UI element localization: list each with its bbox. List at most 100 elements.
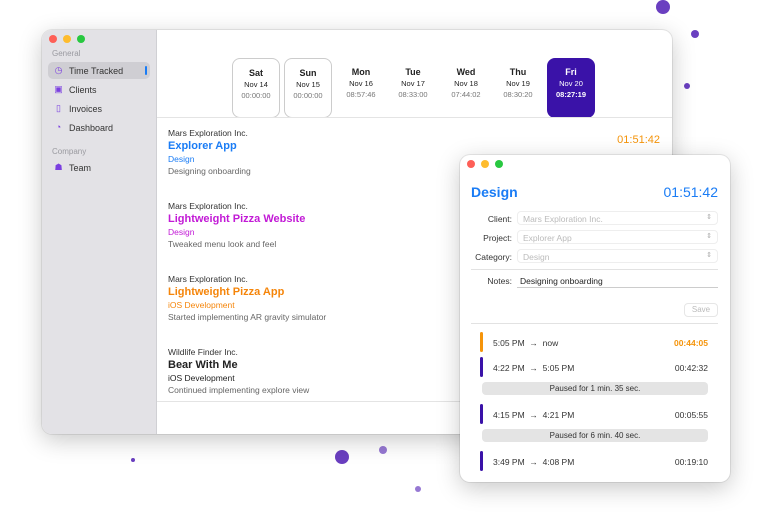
team-icon: ☗ [54,162,63,172]
entry-project: Lightweight Pizza Website [168,213,306,225]
sidebar-item-label: Dashboard [69,122,114,133]
day-wed[interactable]: Wed Nov 18 07:44:02 [442,58,490,118]
time-entry[interactable]: Mars Exploration Inc. Lightweight Pizza W… [168,201,305,249]
entry-project: Bear With Me [168,359,238,371]
zoom-button[interactable] [77,35,85,43]
sidebar-item-label: Clients [69,84,97,95]
day-date: Nov 15 [296,80,320,89]
sidebar: General ◷ Time Tracked ▣ Clients ▯ Invoices… [42,30,157,434]
day-fri[interactable]: Fri Nov 20 08:27:19 [547,58,595,118]
divider [471,323,718,324]
chevron-updown-icon: ⇕ [706,214,712,221]
day-thu[interactable]: Thu Nov 19 08:30:20 [494,58,542,118]
entry-category: iOS Development [168,300,235,310]
notes-input[interactable]: Designing onboarding [517,273,718,288]
sidebar-item-invoices[interactable]: ▯ Invoices [48,100,150,117]
day-tue[interactable]: Tue Nov 17 08:33:00 [389,58,437,118]
entry-duration: 01:51:42 [617,134,660,146]
segment-end: 4:21 PM [542,410,575,420]
entry-category: iOS Development [168,373,235,383]
segment-duration: 00:44:05 [673,338,708,348]
segment-end: 5:05 PM [542,363,575,373]
detail-title: Design [471,184,518,200]
segment-range: 5:05 PM → now [493,338,558,348]
notes-label: Notes: [487,276,512,286]
segment-range: 4:22 PM → 5:05 PM [493,363,574,373]
close-button[interactable] [467,160,475,168]
decor-dot [131,458,135,462]
segment-duration: 00:05:55 [674,410,708,420]
day-name: Thu [509,67,527,77]
time-entry[interactable]: Wildlife Finder Inc. Bear With Me iOS Deve… [168,347,309,395]
day-name: Fri [565,67,577,77]
project-label: Project: [483,233,512,243]
sidebar-item-dashboard[interactable]: ◔ Dashboard [48,119,150,136]
segment-bar [480,357,483,377]
segment-range: 4:15 PM → 4:21 PM [493,410,574,420]
entry-notes: Designing onboarding [168,166,251,176]
active-indicator [145,66,147,75]
segment-end: 4:08 PM [542,457,575,467]
entry-client: Mars Exploration Inc. [168,274,248,284]
time-entry[interactable]: Mars Exploration Inc. Lightweight Pizza A… [168,274,326,322]
timer-icon: ◷ [54,65,63,75]
day-total: 07:44:02 [451,90,481,99]
window-controls [49,35,85,43]
time-segment[interactable]: 3:49 PM → 4:08 PM 00:19:10 [480,451,708,471]
time-entry[interactable]: Mars Exploration Inc. Explorer App Design D… [168,128,251,176]
project-select[interactable]: Explorer App ⇕ [517,230,718,244]
arrow-right-icon: → [529,457,538,467]
chevron-updown-icon: ⇕ [706,233,712,240]
sidebar-item-clients[interactable]: ▣ Clients [48,81,150,98]
time-segment[interactable]: 5:05 PM → now 00:44:05 [480,332,708,352]
entry-detail-window: Design 01:51:42 Client: Mars Exploration… [460,155,730,482]
briefcase-icon: ▣ [54,84,63,94]
time-segment[interactable]: 4:22 PM → 5:05 PM 00:42:32 [480,357,708,377]
project-value: Explorer App [523,233,572,243]
client-select[interactable]: Mars Exploration Inc. ⇕ [517,211,718,225]
segment-bar [480,404,483,424]
time-segment[interactable]: 4:15 PM → 4:21 PM 00:05:55 [480,404,708,424]
document-icon: ▯ [56,103,61,113]
divider [157,401,672,402]
section-company: Company [52,147,87,156]
segment-bar [480,451,483,471]
arrow-right-icon: → [529,410,538,420]
entry-project: Lightweight Pizza App [168,286,285,298]
segment-end: now [542,338,559,348]
pause-row: Paused for 1 min. 35 sec. [482,382,708,395]
sidebar-item-time-tracked[interactable]: ◷ Time Tracked [48,62,150,79]
client-value: Mars Exploration Inc. [523,214,603,224]
save-button[interactable]: Save [684,303,718,317]
decor-dot [335,450,349,464]
category-select[interactable]: Design ⇕ [517,249,718,263]
day-name: Mon [351,67,371,77]
sidebar-item-label: Invoices [69,103,103,114]
zoom-button[interactable] [495,160,503,168]
entry-category: Design [168,154,195,164]
detail-timer: 01:51:42 [663,184,719,200]
day-sun[interactable]: Sun Nov 15 00:00:00 [284,58,332,118]
sidebar-item-label: Time Tracked [69,65,124,76]
entry-notes: Started implementing AR gravity simulato… [168,312,327,322]
sidebar-item-team[interactable]: ☗ Team [48,159,150,176]
entry-project: Explorer App [168,140,237,152]
day-date: Nov 20 [559,79,583,88]
day-name: Sun [299,68,317,78]
day-sat[interactable]: Sat Nov 14 00:00:00 [232,58,280,118]
segment-range: 3:49 PM → 4:08 PM [493,457,574,467]
close-button[interactable] [49,35,57,43]
entry-client: Mars Exploration Inc. [168,128,248,138]
arrow-right-icon: → [529,363,538,373]
day-total: 08:57:46 [346,90,376,99]
divider [157,117,672,118]
category-label: Category: [475,252,512,262]
entry-notes: Tweaked menu look and feel [168,239,277,249]
minimize-button[interactable] [63,35,71,43]
day-total: 08:27:19 [555,90,587,99]
client-label: Client: [487,214,512,224]
entry-notes: Continued implementing explore view [168,385,310,395]
day-total: 08:30:20 [503,90,533,99]
minimize-button[interactable] [481,160,489,168]
day-mon[interactable]: Mon Nov 16 08:57:46 [337,58,385,118]
